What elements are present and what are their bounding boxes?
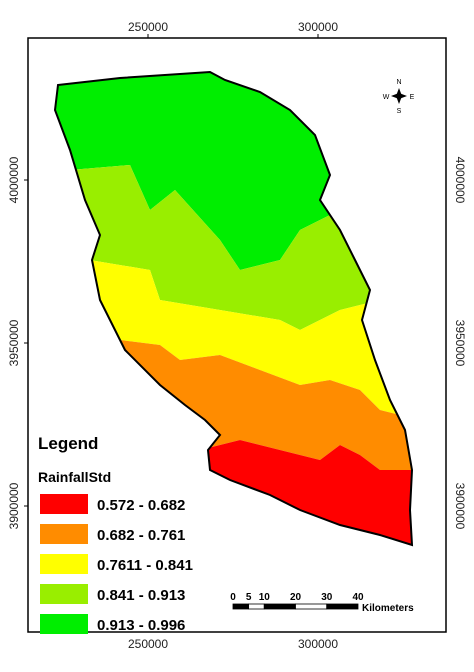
scale-segment xyxy=(326,603,359,610)
scale-label: 0 xyxy=(230,592,236,603)
compass-label: E xyxy=(410,94,415,101)
legend-field: RainfallStd xyxy=(38,469,111,485)
scale-segment xyxy=(295,603,328,610)
x-tick-label: 250000 xyxy=(128,637,168,651)
legend-swatch xyxy=(40,494,88,514)
x-tick-label: 250000 xyxy=(128,20,168,34)
legend-label: 0.572 - 0.682 xyxy=(97,497,185,514)
y-tick-label: 4000000 xyxy=(453,157,467,204)
legend-label: 0.841 - 0.913 xyxy=(97,587,185,604)
legend-label: 0.913 - 0.996 xyxy=(97,617,185,634)
x-tick-label: 300000 xyxy=(298,637,338,651)
zone xyxy=(55,260,412,420)
map-frame xyxy=(27,37,447,633)
x-tick-label: 300000 xyxy=(298,20,338,34)
legend-swatch xyxy=(40,524,88,544)
scale-label: 20 xyxy=(290,592,302,603)
legend-swatch xyxy=(40,584,88,604)
y-tick-label: 3950000 xyxy=(7,319,21,366)
scale-segment xyxy=(232,603,250,610)
legend-label: 0.682 - 0.761 xyxy=(97,527,185,544)
compass-label: S xyxy=(397,108,402,115)
scale-label: 40 xyxy=(352,592,364,603)
compass-label: N xyxy=(396,79,401,86)
scale-label: 5 xyxy=(246,592,252,603)
y-tick-label: 3900000 xyxy=(453,483,467,530)
north-arrow: N S E W xyxy=(383,79,415,115)
compass-label: W xyxy=(383,94,390,101)
scale-label: 30 xyxy=(321,592,333,603)
scale-segment xyxy=(263,603,296,610)
legend-swatch xyxy=(40,614,88,634)
y-tick-label: 3900000 xyxy=(7,482,21,529)
scale-label: 10 xyxy=(259,592,271,603)
zone xyxy=(55,72,412,270)
y-tick-label: 4000000 xyxy=(7,156,21,203)
legend-swatch xyxy=(40,554,88,574)
legend-title: Legend xyxy=(38,434,98,453)
y-tick-label: 3950000 xyxy=(453,320,467,367)
zone xyxy=(55,165,412,330)
scale-segment xyxy=(248,603,265,610)
scale-unit: Kilometers xyxy=(362,603,414,614)
legend-label: 0.7611 - 0.841 xyxy=(97,557,193,574)
